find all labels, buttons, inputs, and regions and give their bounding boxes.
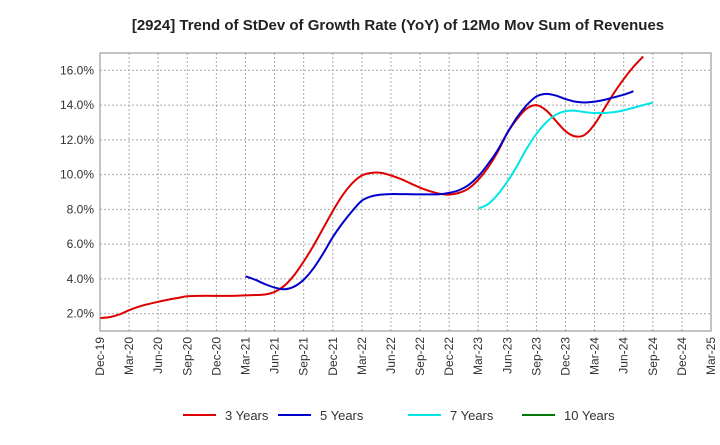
x-tick-label: Dec-24 xyxy=(675,337,689,376)
legend-label: 3 Years xyxy=(225,408,269,423)
x-tick-label: Sep-21 xyxy=(297,337,311,376)
legend-label: 5 Years xyxy=(320,408,364,423)
y-tick-label: 10.0% xyxy=(60,168,94,182)
series-line-2 xyxy=(245,90,634,291)
y-tick-label: 8.0% xyxy=(67,202,95,216)
legend-label: 10 Years xyxy=(564,408,615,423)
x-tick-label: Dec-19 xyxy=(93,337,107,376)
grid xyxy=(99,53,712,331)
y-tick-label: 16.0% xyxy=(60,63,94,77)
x-tick-label: Sep-20 xyxy=(180,337,194,376)
y-tick-label: 12.0% xyxy=(60,133,94,147)
chart-title: [2924] Trend of StDev of Growth Rate (Yo… xyxy=(132,17,664,34)
x-tick-label: Jun-20 xyxy=(151,337,165,374)
x-tick-label: Mar-22 xyxy=(355,337,369,375)
x-tick-label: Mar-23 xyxy=(471,337,485,375)
legend-label: 7 Years xyxy=(450,408,494,423)
y-tick-label: 2.0% xyxy=(67,307,95,321)
y-axis: 2.0% 4.0% 6.0% 8.0% 10.0% 12.0% 14.0% 16.0% xyxy=(60,63,94,320)
x-tick-label: Mar-24 xyxy=(588,337,602,375)
x-tick-label: Jun-21 xyxy=(268,337,282,374)
x-tick-label: Dec-22 xyxy=(442,337,456,376)
x-tick-label: Jun-23 xyxy=(500,337,514,374)
series-line-3 xyxy=(477,101,654,210)
x-tick-label: Mar-25 xyxy=(704,337,718,375)
x-tick-label: Mar-21 xyxy=(238,337,252,375)
plot-area-border xyxy=(99,52,712,332)
x-tick-label: Dec-21 xyxy=(326,337,340,376)
x-axis: Dec-19 Mar-20 Jun-20 Sep-20 Dec-20 Mar-21 Jun-… xyxy=(93,337,718,376)
x-tick-label: Dec-23 xyxy=(559,337,573,376)
x-tick-label: Sep-24 xyxy=(646,337,660,376)
legend: 3 Years 5 Years 7 Years 10 Years xyxy=(183,408,615,423)
y-tick-label: 6.0% xyxy=(67,237,95,251)
x-tick-label: Sep-23 xyxy=(529,337,543,376)
x-tick-label: Jun-22 xyxy=(384,337,398,374)
y-tick-label: 14.0% xyxy=(60,98,94,112)
x-tick-label: Sep-22 xyxy=(413,337,427,376)
y-tick-label: 4.0% xyxy=(67,272,95,286)
series-lines xyxy=(99,55,654,319)
x-tick-label: Mar-20 xyxy=(122,337,136,375)
x-tick-label: Dec-20 xyxy=(209,337,223,376)
x-tick-label: Jun-24 xyxy=(617,337,631,374)
